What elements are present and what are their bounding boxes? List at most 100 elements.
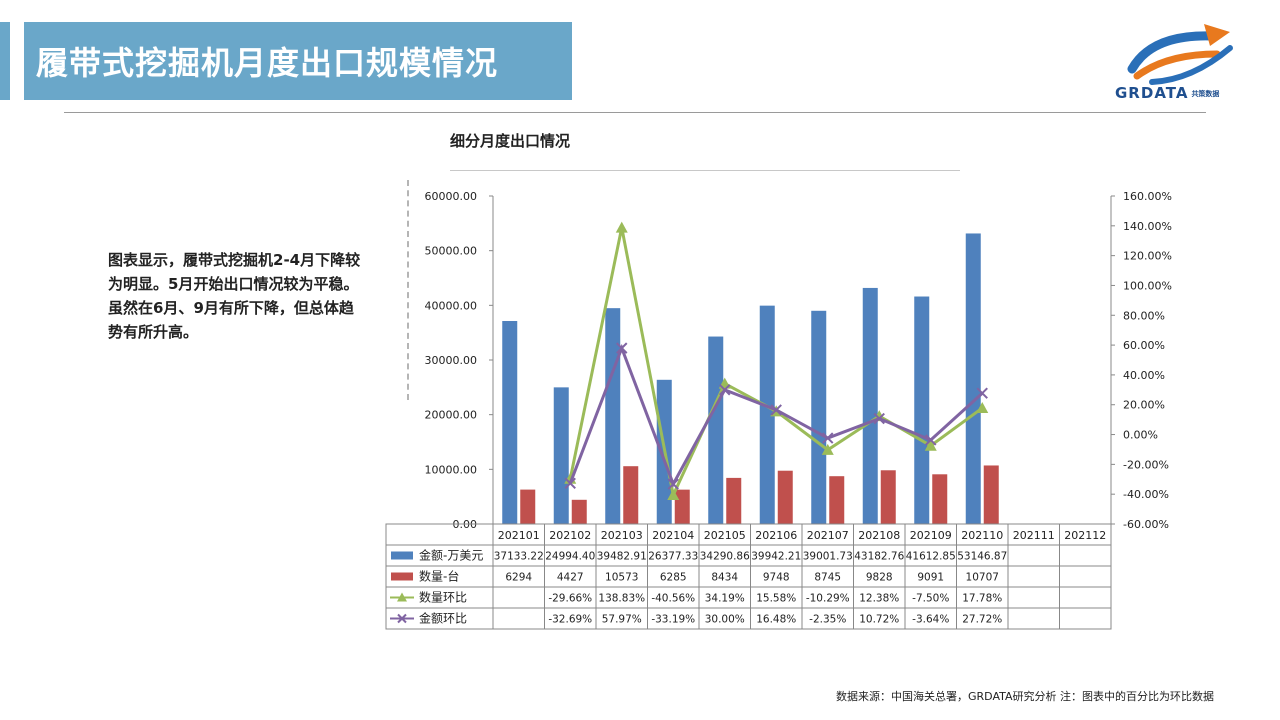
data-table-cell: 26377.33 [648,551,698,563]
x-category-label: 202105 [704,529,746,542]
point-quantity-mom [924,439,937,451]
bar-amount [862,287,878,524]
point-amount-mom [667,478,679,490]
data-table-cell: 37133.22 [494,551,544,563]
bar-amount [811,310,827,524]
point-amount-mom [616,342,628,354]
x-category-label: 202108 [858,529,900,542]
data-table-cell: -10.29% [806,593,850,605]
point-amount-mom [564,477,576,489]
right-tick-label: -20.00% [1123,458,1169,471]
right-tick-label: 160.00% [1123,190,1172,203]
x-category-label: 202103 [601,529,643,542]
point-amount-mom [822,432,834,444]
data-table-cell: 15.58% [756,593,796,605]
right-tick-label: 100.00% [1123,279,1172,292]
bar-amount [914,296,930,524]
data-table-cell: 17.78% [962,593,1002,605]
data-table-cell: 39482.91 [597,551,647,563]
data-table-cell: 8745 [814,572,841,584]
legend-key-bar [391,572,413,581]
right-tick-label: 40.00% [1123,369,1165,382]
legend-key-marker [397,592,407,602]
x-category-label: 202101 [498,529,540,542]
data-table-cell: 39001.73 [803,551,853,563]
legend-key-bar [391,551,413,560]
data-table-cell: 6294 [505,572,532,584]
data-table-cell: -7.50% [912,593,949,605]
data-source-note: 数据来源：中国海关总署，GRDATA研究分析 注：图表中的百分比为环比数据 [836,690,1214,703]
chart-description: 图表显示，履带式挖掘机2-4月下降较为明显。5月开始出口情况较为平稳。虽然在6月… [108,251,361,341]
left-tick-label: 40000.00 [425,299,478,312]
data-table-cell: 6285 [660,572,687,584]
data-table-cell: 34.19% [705,593,745,605]
point-amount-mom [925,434,937,446]
left-tick-label: 20000.00 [425,409,478,422]
data-table-cell: -32.69% [548,614,592,626]
point-amount-mom [719,384,731,396]
data-table-cell: 4427 [557,572,584,584]
point-quantity-mom [667,489,680,501]
data-table-cell: -29.66% [548,593,592,605]
chart-title-divider [450,170,960,171]
bar-quantity [880,470,896,524]
data-table-cell: 24994.40 [545,551,595,563]
x-category-label: 202111 [1013,529,1055,542]
bar-quantity [983,465,999,524]
right-tick-label: 120.00% [1123,250,1172,263]
right-tick-label: -60.00% [1123,518,1169,531]
bar-quantity [777,470,793,524]
data-table-cell: 9748 [763,572,790,584]
data-table-cell: 12.38% [859,593,899,605]
x-category-label: 202102 [549,529,591,542]
bar-quantity [726,477,742,524]
point-quantity-mom [976,402,989,414]
bar-amount [553,387,569,524]
data-table-cell: 10.72% [859,614,899,626]
left-tick-label: 60000.00 [425,190,478,203]
data-table-cell: 8434 [711,572,738,584]
point-amount-mom [770,404,782,416]
left-tick-label: 10000.00 [425,463,478,476]
data-table-cell: 34290.86 [700,551,750,563]
data-table-cell: 10573 [605,572,638,584]
bar-amount [759,305,775,524]
point-amount-mom [873,412,885,425]
data-table-cell: -3.64% [912,614,949,626]
data-table-cell: 9091 [917,572,944,584]
page-title: 履带式挖掘机月度出口规模情况 [24,22,572,100]
right-tick-label: 0.00% [1123,429,1158,442]
legend-key-marker [397,613,407,624]
data-table-cell: 57.97% [602,614,642,626]
bar-quantity [674,489,690,524]
left-tick-label: 30000.00 [425,354,478,367]
data-table-cell: 10707 [966,572,999,584]
data-table-cell: 39942.21 [751,551,801,563]
data-table-cell: 53146.87 [957,551,1007,563]
point-quantity-mom [821,443,834,455]
bar-quantity [520,489,536,524]
right-tick-label: 140.00% [1123,220,1172,233]
bar-quantity [829,476,845,524]
right-tick-label: -40.00% [1123,488,1169,501]
grdata-logo [1127,24,1233,85]
bar-amount [965,233,981,524]
data-table-cell: -40.56% [651,593,695,605]
x-category-label: 202112 [1064,529,1106,542]
x-category-label: 202106 [755,529,797,542]
legend-series-name: 数量-台 [419,569,459,584]
bar-amount [708,336,724,524]
data-table-cell: 30.00% [705,614,745,626]
x-category-label: 202107 [807,529,849,542]
point-amount-mom [976,387,988,399]
chart-title: 细分月度出口情况 [450,132,571,150]
logo-text: GRDATA 共策数据 [1115,84,1220,102]
right-tick-label: 20.00% [1123,399,1165,412]
data-table-cell: 43182.76 [854,551,904,563]
bar-quantity [571,499,587,524]
data-table-cell: -33.19% [651,614,695,626]
data-table-cell: 27.72% [962,614,1002,626]
data-table-cell: 138.83% [598,593,645,605]
data-table-cell: 41612.85 [906,551,956,563]
